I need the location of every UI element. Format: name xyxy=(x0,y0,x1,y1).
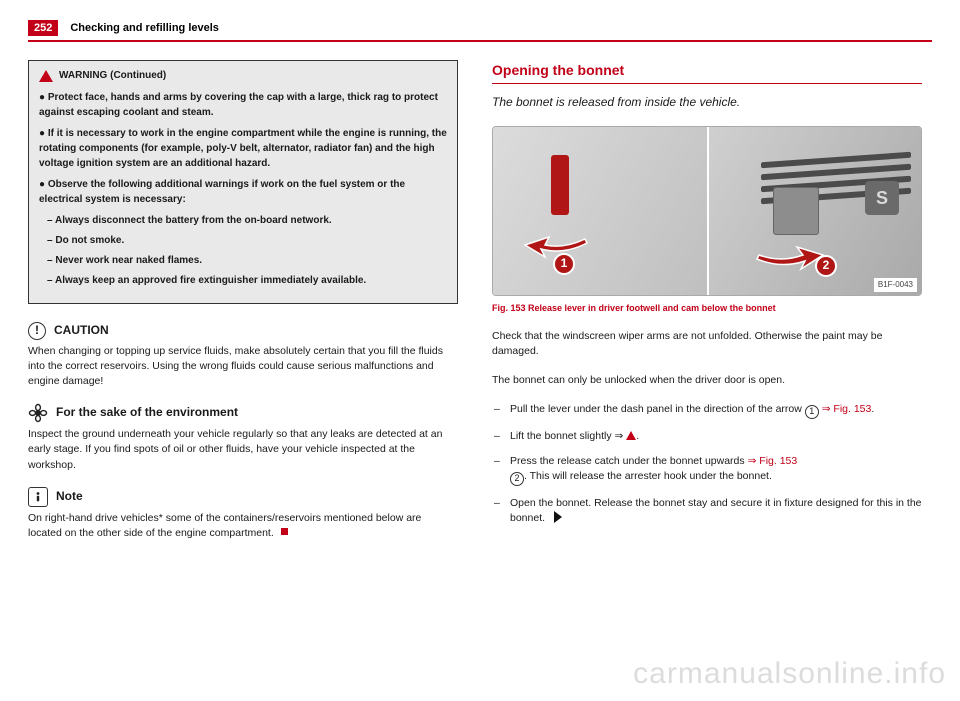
warning-body: ● Protect face, hands and arms by coveri… xyxy=(39,90,447,288)
step-3: Press the release catch under the bonnet… xyxy=(492,454,922,486)
warning-heading: WARNING (Continued) xyxy=(59,69,166,84)
inline-badge-2: 2 xyxy=(510,472,524,486)
release-lever xyxy=(551,155,569,215)
step-1-text-a: Pull the lever under the dash panel in t… xyxy=(510,403,805,415)
info-icon xyxy=(28,487,48,507)
page-number: 252 xyxy=(28,20,58,36)
warning-box: WARNING (Continued) ● Protect face, hand… xyxy=(28,60,458,304)
warning-dash: Do not smoke. xyxy=(39,233,447,248)
bonnet-latch xyxy=(773,187,819,235)
warning-dash: Always keep an approved fire extinguishe… xyxy=(39,273,447,288)
figure-badge-2-text: 2 xyxy=(823,257,830,274)
note-body: On right-hand drive vehicles* some of th… xyxy=(28,511,458,541)
note-heading: Note xyxy=(56,488,83,505)
step-2: Lift the bonnet slightly ⇒ . xyxy=(492,429,922,444)
step-2-text-b: . xyxy=(636,430,639,442)
step-4-text: Open the bonnet. Release the bonnet stay… xyxy=(510,497,922,524)
caution-icon: ! xyxy=(28,322,46,340)
figure-left-panel: 1 xyxy=(493,127,707,295)
right-para-1: Check that the windscreen wiper arms are… xyxy=(492,329,922,359)
right-heading: Opening the bonnet xyxy=(492,60,922,84)
header-divider xyxy=(28,40,932,42)
section-title: Checking and refilling levels xyxy=(70,22,219,34)
inline-warning-triangle-icon xyxy=(626,431,636,440)
steps-list: Pull the lever under the dash panel in t… xyxy=(492,402,922,526)
left-column: WARNING (Continued) ● Protect face, hand… xyxy=(28,60,458,541)
warning-bullet: ● Observe the following additional warni… xyxy=(39,177,447,207)
right-para-2: The bonnet can only be unlocked when the… xyxy=(492,373,922,388)
figure-divider xyxy=(707,127,709,295)
environment-heading-row: For the sake of the environment xyxy=(28,403,458,423)
environment-flower-icon xyxy=(28,403,48,423)
seat-logo: S xyxy=(865,181,899,215)
step-4: Open the bonnet. Release the bonnet stay… xyxy=(492,496,922,526)
step-1: Pull the lever under the dash panel in t… xyxy=(492,402,922,419)
warning-dash: Always disconnect the battery from the o… xyxy=(39,213,447,228)
step-1-figref: ⇒ Fig. 153 xyxy=(822,403,872,415)
figure-caption: Fig. 153 Release lever in driver footwel… xyxy=(492,302,922,315)
image-code: B1F-0043 xyxy=(874,278,917,292)
figure-153: 1 S 2 B1F- xyxy=(492,126,922,296)
right-column: Opening the bonnet The bonnet is release… xyxy=(492,60,922,541)
continuation-arrow-icon xyxy=(554,511,562,523)
note-text: On right-hand drive vehicles* some of th… xyxy=(28,512,421,539)
inline-badge-1: 1 xyxy=(805,405,819,419)
caution-heading-row: ! CAUTION xyxy=(28,322,458,340)
end-square-icon xyxy=(281,528,288,535)
warning-bullet: ● Protect face, hands and arms by coveri… xyxy=(39,90,447,120)
warning-bullet: ● If it is necessary to work in the engi… xyxy=(39,126,447,171)
warning-title: WARNING (Continued) xyxy=(39,69,447,84)
warning-triangle-icon xyxy=(39,70,53,82)
step-1-text-c: . xyxy=(871,403,874,415)
step-3-figref: ⇒ Fig. 153 xyxy=(748,455,798,467)
step-2-text-a: Lift the bonnet slightly ⇒ xyxy=(510,430,626,442)
right-subtitle: The bonnet is released from inside the v… xyxy=(492,94,922,111)
page-header: 252 Checking and refilling levels xyxy=(28,20,932,36)
environment-body: Inspect the ground underneath your vehic… xyxy=(28,427,458,473)
note-heading-row: Note xyxy=(28,487,458,507)
step-3-text-c: . This will release the arrester hook un… xyxy=(524,470,772,482)
step-3-text-a: Press the release catch under the bonnet… xyxy=(510,455,748,467)
caution-body: When changing or topping up service flui… xyxy=(28,344,458,390)
figure-badge-1-text: 1 xyxy=(561,255,568,272)
figure-badge-2: 2 xyxy=(815,255,837,277)
figure-arrow-1 xyxy=(519,227,589,259)
warning-dash: Never work near naked flames. xyxy=(39,253,447,268)
caution-heading: CAUTION xyxy=(54,322,109,339)
environment-heading: For the sake of the environment xyxy=(56,404,238,421)
watermark: carmanualsonline.info xyxy=(633,657,946,691)
figure-badge-1: 1 xyxy=(553,253,575,275)
